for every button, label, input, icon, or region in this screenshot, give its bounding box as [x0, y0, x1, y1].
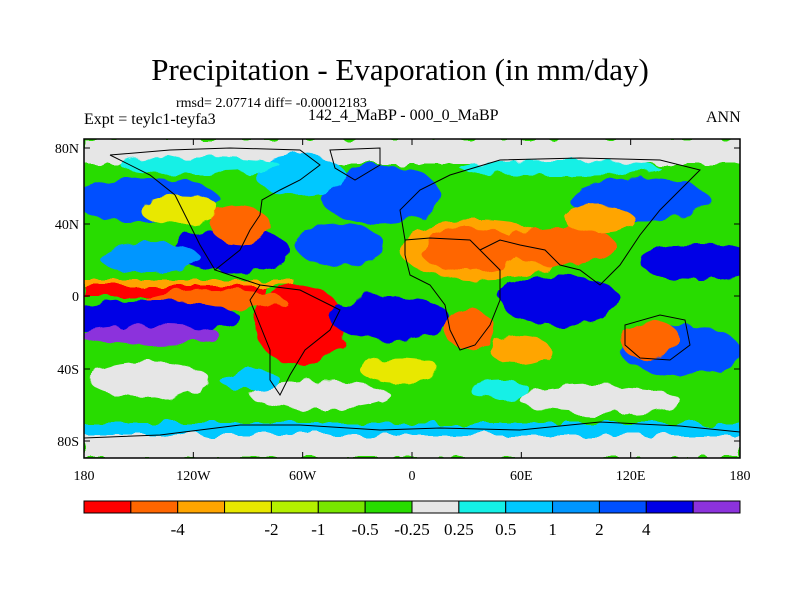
- coast-africa: [404, 237, 501, 351]
- lon-tick-label: 60E: [510, 469, 533, 484]
- colorbar-swatch: [645, 500, 694, 514]
- colorbar-swatch: [505, 500, 554, 514]
- colorbar-swatch: [364, 500, 413, 514]
- colorbar-swatch: [130, 500, 179, 514]
- lon-tick-label: 120W: [176, 469, 211, 484]
- coastlines: [84, 147, 740, 439]
- colorbar-label: 0.25: [444, 520, 474, 539]
- colorbar-swatch: [411, 500, 460, 514]
- rmsd-diff-stats: rmsd= 2.07714 diff= -0.00012183: [176, 96, 367, 111]
- colorbar-swatch: [177, 500, 226, 514]
- lat-tick-label: 0: [72, 290, 79, 305]
- lat-tick-label: 40N: [55, 218, 79, 233]
- coast-australia: [624, 314, 691, 361]
- colorbar-swatch: [317, 500, 366, 514]
- colorbar-label: -4: [171, 520, 186, 539]
- colorbar-label: 1: [548, 520, 557, 539]
- colorbar-label: -0.5: [352, 520, 379, 539]
- coast-north-america: [109, 147, 321, 286]
- latitude-ticks: 80N 40N 0 40S 80S: [55, 142, 740, 450]
- lon-tick-label: 120E: [616, 469, 646, 484]
- colorbar-label: -1: [311, 520, 325, 539]
- coast-north-america-west: [109, 154, 216, 271]
- colorbar-swatch: [552, 500, 600, 514]
- coast-europe-asia: [399, 157, 701, 286]
- colorbar-swatch: [270, 500, 319, 514]
- lon-tick-label: 0: [409, 469, 416, 484]
- map-title: Precipitation - Evaporation (in mm/day): [151, 52, 649, 87]
- longitude-ticks: 180 120W 60W 0 60E 120E 180: [74, 139, 751, 484]
- lon-tick-label: 180: [730, 469, 751, 484]
- coast-south-america: [249, 284, 341, 396]
- colorbar-label: -2: [264, 520, 278, 539]
- lon-tick-label: 180: [74, 469, 95, 484]
- coast-greenland: [329, 147, 381, 181]
- period-label: 142_4_MaBP - 000_0_MaBP: [308, 107, 499, 124]
- colorbar-labels: -4 -2 -1 -0.5 -0.25 0.25 0.5 1 2 4: [171, 520, 651, 539]
- experiment-label: Expt = teylc1-teyfa3: [84, 111, 216, 128]
- lat-tick-label: 80S: [57, 435, 79, 450]
- colorbar: [83, 500, 741, 514]
- lon-tick-label: 60W: [289, 469, 317, 484]
- season-label: ANN: [706, 109, 741, 126]
- colorbar-swatch: [598, 500, 647, 514]
- coast-antarctica: [84, 421, 740, 439]
- lat-tick-label: 80N: [55, 142, 79, 157]
- colorbar-label: -0.25: [394, 520, 429, 539]
- colorbar-swatch: [692, 500, 741, 514]
- colorbar-label: 0.5: [495, 520, 516, 539]
- colorbar-swatch: [224, 500, 272, 514]
- colorbar-swatch: [83, 500, 132, 514]
- colorbar-label: 4: [642, 520, 651, 539]
- lat-tick-label: 40S: [57, 363, 79, 378]
- colorbar-swatch: [458, 500, 507, 514]
- colorbar-label: 2: [595, 520, 604, 539]
